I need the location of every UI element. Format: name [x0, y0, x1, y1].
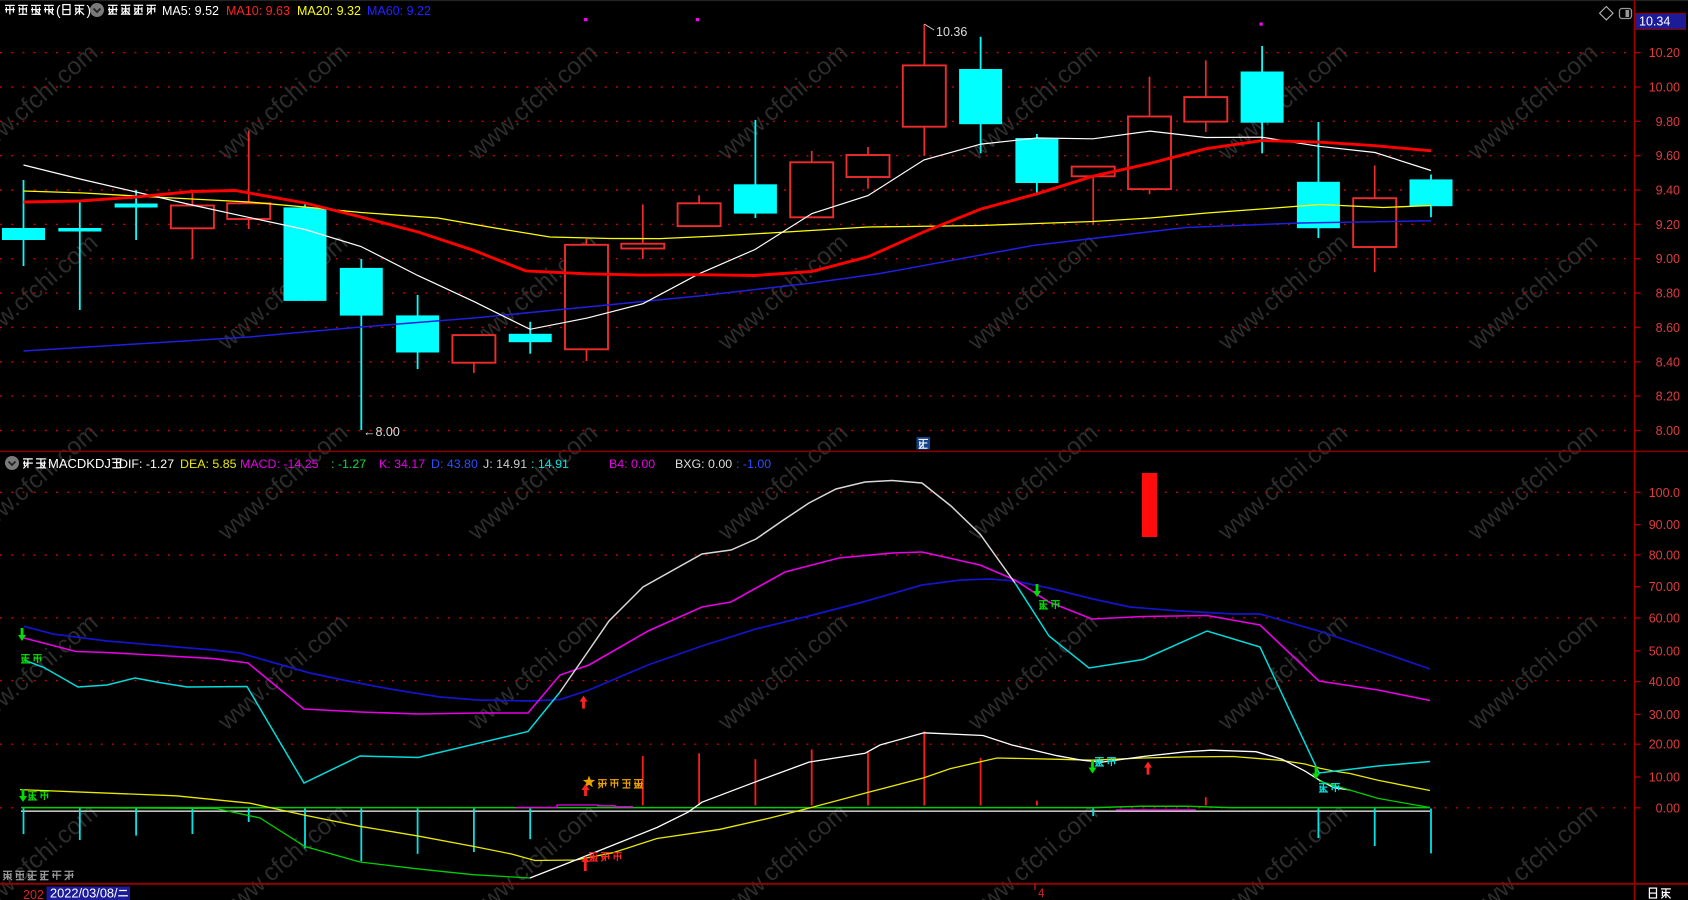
svg-text:MACDKDJ: MACDKDJ [48, 456, 111, 471]
svg-text:9.60: 9.60 [1656, 149, 1680, 163]
svg-text:9.20: 9.20 [1656, 218, 1680, 232]
svg-text:8.00: 8.00 [1656, 424, 1680, 438]
svg-text:40.00: 40.00 [1649, 675, 1680, 689]
svg-text:J: 14.91: J: 14.91 [483, 457, 527, 471]
svg-text:70.00: 70.00 [1649, 580, 1680, 594]
svg-text:MA20: 9.32: MA20: 9.32 [297, 4, 361, 18]
svg-text:100.0: 100.0 [1649, 486, 1680, 500]
svg-text:2022/03/08/: 2022/03/08/ [50, 886, 118, 900]
svg-text:9.00: 9.00 [1656, 252, 1680, 266]
svg-text:: -1.27: : -1.27 [331, 457, 366, 471]
svg-text:60.00: 60.00 [1649, 612, 1680, 626]
svg-text:4: 4 [1038, 888, 1045, 900]
svg-text:D: 43.80: D: 43.80 [431, 457, 478, 471]
svg-text:←8.00: ←8.00 [363, 425, 400, 439]
svg-text:202: 202 [23, 888, 44, 900]
svg-text:8.60: 8.60 [1656, 321, 1680, 335]
svg-text:B4: 0.00: B4: 0.00 [609, 457, 655, 471]
svg-text:20.00: 20.00 [1649, 738, 1680, 752]
svg-text:8.20: 8.20 [1656, 390, 1680, 404]
svg-text:9.40: 9.40 [1656, 184, 1680, 198]
svg-text:: -1.00: : -1.00 [736, 457, 771, 471]
svg-text:): ) [87, 3, 92, 18]
svg-text:DIF: -1.27: DIF: -1.27 [119, 457, 174, 471]
svg-text:K: 34.17: K: 34.17 [379, 457, 425, 471]
svg-text:10.34: 10.34 [1639, 15, 1670, 29]
svg-text:10.36: 10.36 [936, 25, 967, 39]
svg-text:90.00: 90.00 [1649, 518, 1680, 532]
svg-text:8.80: 8.80 [1656, 287, 1680, 301]
svg-text:8.40: 8.40 [1656, 355, 1680, 369]
svg-text:BXG: 0.00: BXG: 0.00 [675, 457, 732, 471]
svg-text:9.80: 9.80 [1656, 115, 1680, 129]
svg-text:MACD: -14.25: MACD: -14.25 [240, 457, 319, 471]
svg-text:MA60: 9.22: MA60: 9.22 [367, 4, 431, 18]
svg-text:(: ( [56, 3, 61, 18]
svg-text:MA10: 9.63: MA10: 9.63 [226, 4, 290, 18]
svg-text:DEA: 5.85: DEA: 5.85 [180, 457, 237, 471]
svg-text:80.00: 80.00 [1649, 548, 1680, 562]
svg-text:: 14.91: : 14.91 [531, 457, 569, 471]
svg-text:30.00: 30.00 [1649, 708, 1680, 722]
svg-text:0.00: 0.00 [1656, 801, 1680, 815]
svg-text:50.00: 50.00 [1649, 644, 1680, 658]
svg-text:10.00: 10.00 [1649, 771, 1680, 785]
svg-text:MA5: 9.52: MA5: 9.52 [162, 4, 219, 18]
svg-text:10.00: 10.00 [1649, 81, 1680, 95]
svg-text:10.20: 10.20 [1649, 46, 1680, 60]
